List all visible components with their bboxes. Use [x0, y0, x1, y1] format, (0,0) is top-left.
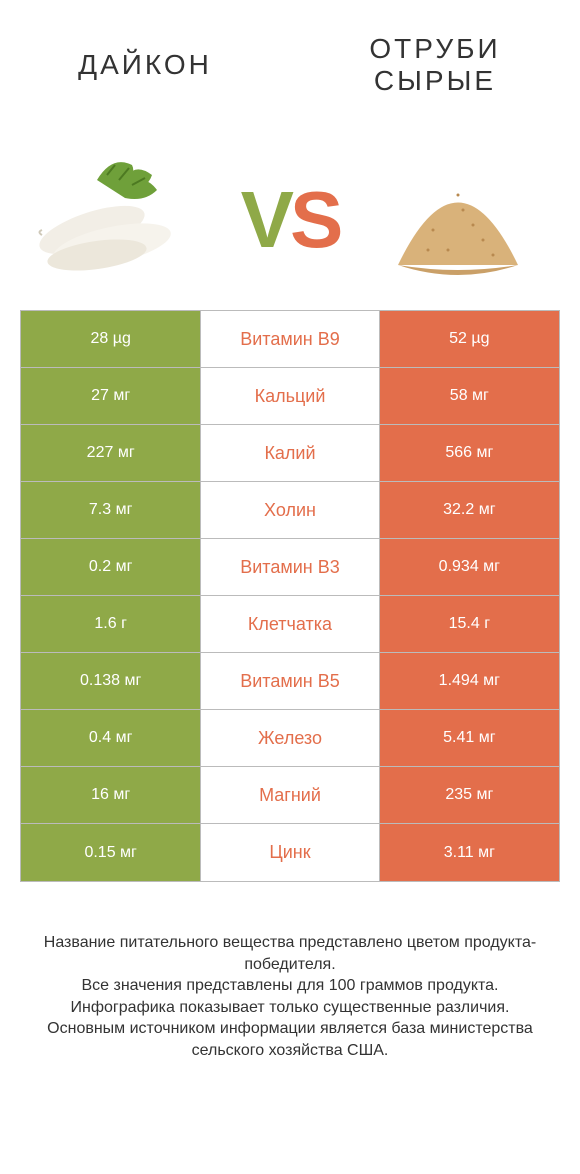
table-row: 28 µg Витамин B9 52 µg [21, 311, 559, 368]
table-row: 27 мг Кальций 58 мг [21, 368, 559, 425]
table-row: 0.15 мг Цинк 3.11 мг [21, 824, 559, 881]
nutrient-name: Калий [200, 425, 379, 481]
nutrient-name: Магний [200, 767, 379, 823]
right-value: 1.494 мг [380, 653, 559, 709]
left-value: 16 мг [21, 767, 200, 823]
right-value: 5.41 мг [380, 710, 559, 766]
footer-line1: Название питательного вещества представл… [44, 934, 536, 973]
left-value: 1.6 г [21, 596, 200, 652]
left-value: 0.138 мг [21, 653, 200, 709]
left-value: 27 мг [21, 368, 200, 424]
table-row: 0.4 мг Железо 5.41 мг [21, 710, 559, 767]
comparison-table: 28 µg Витамин B9 52 µg 27 мг Кальций 58 … [20, 310, 560, 882]
table-row: 1.6 г Клетчатка 15.4 г [21, 596, 559, 653]
table-row: 227 мг Калий 566 мг [21, 425, 559, 482]
right-value: 58 мг [380, 368, 559, 424]
footer-line3: Инфографика показывает только существенн… [71, 999, 510, 1016]
nutrient-name: Витамин B9 [200, 311, 379, 367]
nutrient-name: Цинк [200, 824, 379, 881]
left-food-image [37, 150, 207, 290]
nutrient-name: Кальций [200, 368, 379, 424]
left-food-title: ДАЙКОН [0, 49, 290, 81]
left-value: 28 µg [21, 311, 200, 367]
footer-line4: Основным источником информации является … [47, 1020, 533, 1059]
image-row: VS [0, 130, 580, 310]
right-value: 0.934 мг [380, 539, 559, 595]
right-title-line2: СЫРЫЕ [374, 65, 496, 96]
table-row: 0.138 мг Витамин B5 1.494 мг [21, 653, 559, 710]
left-value: 227 мг [21, 425, 200, 481]
right-value: 15.4 г [380, 596, 559, 652]
right-value: 52 µg [380, 311, 559, 367]
right-value: 235 мг [380, 767, 559, 823]
daikon-icon [37, 150, 207, 290]
nutrient-name: Витамин B3 [200, 539, 379, 595]
nutrient-name: Витамин B5 [200, 653, 379, 709]
right-title-line1: ОТРУБИ [369, 33, 500, 64]
left-value: 0.4 мг [21, 710, 200, 766]
right-value: 566 мг [380, 425, 559, 481]
table-row: 16 мг Магний 235 мг [21, 767, 559, 824]
table-row: 7.3 мг Холин 32.2 мг [21, 482, 559, 539]
nutrient-name: Холин [200, 482, 379, 538]
left-value: 7.3 мг [21, 482, 200, 538]
vs-label: VS [241, 180, 340, 260]
header: ДАЙКОН ОТРУБИ СЫРЫЕ [0, 0, 580, 130]
vs-v: V [241, 175, 290, 264]
vs-s: S [290, 175, 339, 264]
right-value: 32.2 мг [380, 482, 559, 538]
nutrient-name: Железо [200, 710, 379, 766]
bran-icon [373, 150, 543, 290]
right-food-title: ОТРУБИ СЫРЫЕ [290, 33, 580, 97]
left-value: 0.2 мг [21, 539, 200, 595]
right-food-image [373, 150, 543, 290]
footer-line2: Все значения представлены для 100 граммо… [81, 977, 498, 994]
right-value: 3.11 мг [380, 824, 559, 881]
footer-text: Название питательного вещества представл… [30, 932, 550, 1062]
left-value: 0.15 мг [21, 824, 200, 881]
nutrient-name: Клетчатка [200, 596, 379, 652]
table-row: 0.2 мг Витамин B3 0.934 мг [21, 539, 559, 596]
